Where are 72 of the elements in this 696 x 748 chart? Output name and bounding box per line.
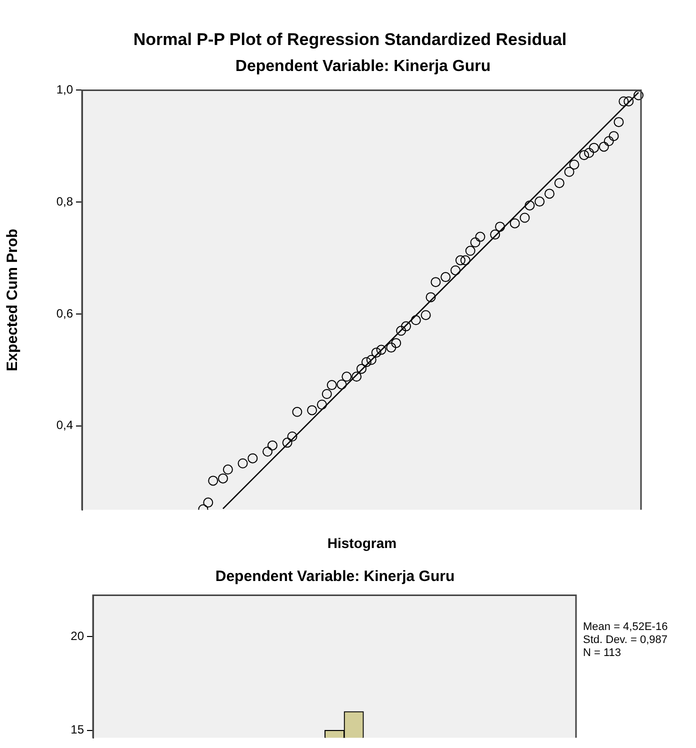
point	[455, 255, 466, 266]
point	[292, 406, 302, 417]
point	[426, 292, 436, 302]
point	[342, 372, 352, 382]
point	[475, 232, 486, 242]
chart-subtitle: Dependent Variable: Kinerja Guru	[235, 58, 491, 76]
text: Std. Dev. = 0,987	[583, 634, 668, 647]
point	[470, 237, 480, 248]
text: N = 113	[583, 647, 622, 660]
chart-title: Normal P-P Plot of Regression Standardized Residual	[133, 30, 567, 50]
point	[564, 166, 574, 177]
point	[450, 265, 460, 276]
y-tick-label: 0,8	[56, 194, 74, 208]
point	[396, 326, 406, 336]
point	[410, 315, 421, 326]
point	[316, 400, 327, 410]
point	[618, 96, 629, 106]
chart-subtitle: Dependent Variable: Kinerja Guru	[215, 568, 455, 585]
point	[238, 458, 248, 468]
point	[371, 348, 382, 358]
chart-title: Histogram	[327, 535, 397, 551]
point	[604, 136, 614, 146]
y-tick-label: 0,6	[56, 306, 74, 320]
point	[287, 432, 298, 442]
point	[490, 230, 500, 240]
y-tick-label: 20	[70, 628, 84, 643]
point	[366, 354, 376, 365]
point	[495, 222, 506, 232]
point	[598, 142, 609, 152]
point	[520, 212, 530, 223]
point	[352, 372, 362, 382]
point	[579, 150, 590, 160]
point	[569, 160, 580, 170]
point	[203, 498, 214, 508]
point	[208, 476, 218, 486]
point	[420, 310, 431, 320]
y-tick-label: 0,4	[56, 418, 74, 432]
point	[465, 246, 476, 256]
point	[440, 272, 451, 282]
point	[589, 142, 600, 153]
point	[510, 218, 520, 228]
point	[554, 178, 564, 188]
y-tick-label: 15	[70, 722, 84, 737]
point	[544, 188, 554, 199]
point	[356, 364, 366, 374]
point	[401, 321, 412, 332]
point	[376, 344, 386, 355]
point	[614, 117, 624, 128]
point	[386, 342, 396, 353]
point	[248, 453, 258, 464]
point	[361, 357, 372, 368]
point	[222, 464, 233, 475]
point	[534, 196, 545, 207]
point	[430, 277, 441, 288]
point	[262, 446, 273, 457]
point	[634, 90, 644, 100]
point	[584, 148, 594, 158]
text: Mean = 4,52E-16	[583, 621, 668, 634]
point	[218, 473, 228, 484]
point	[624, 96, 634, 106]
y-axis-title: Expected Cum Prob	[4, 228, 22, 372]
point	[322, 388, 332, 399]
point	[282, 438, 292, 448]
point	[460, 255, 470, 266]
point	[267, 440, 278, 450]
point	[307, 405, 318, 416]
point	[524, 200, 535, 210]
point	[326, 380, 337, 390]
point	[391, 338, 402, 348]
point	[336, 379, 347, 390]
point	[608, 131, 619, 142]
y-tick-label: 1,0	[56, 82, 74, 97]
